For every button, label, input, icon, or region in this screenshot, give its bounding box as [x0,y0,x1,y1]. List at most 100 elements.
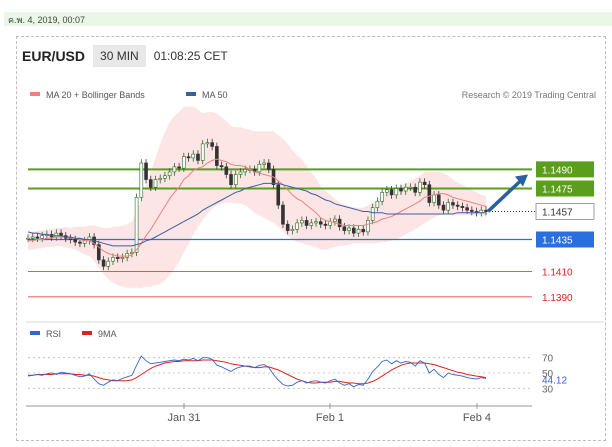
candle-body [432,194,436,203]
candle-body [333,218,337,222]
candle-body [304,220,309,226]
candle-body [172,166,177,173]
candle-body [290,229,295,231]
candle-body [224,166,229,175]
candle-body [40,235,44,239]
level-box-resistance [536,161,594,178]
level-label-target: 1.1390 [542,293,573,304]
candle-body [389,189,394,196]
candle-body [351,227,356,234]
rsi-ma-legend-swatch [82,331,92,335]
candle-body [257,163,262,173]
rsi-tick-label: 30 [542,384,554,395]
candle-body [262,162,266,165]
candle-body [366,220,370,233]
rsi-tick-label: 50 [542,369,554,380]
level-label-target: 1.1410 [542,267,573,278]
candle-body [134,197,139,253]
candle-body [158,178,163,180]
candle-body [54,232,59,238]
candle-body [30,236,35,239]
forecast-arrow-shaft [486,178,524,213]
candle-body [361,229,366,233]
forecast-arrow-head [515,174,528,187]
ma50-line [27,182,486,247]
chart-header: EUR/USD 30 MIN 01:08:25 CET [22,44,228,68]
rsi-legend-label: RSI [46,329,61,339]
level-label-resistance: 1.1490 [542,165,573,176]
candle-body [323,223,328,226]
candle-body [399,188,403,192]
candle-body [295,222,299,230]
candle-body [441,204,446,211]
candle-body [163,175,167,179]
candle-body [186,156,191,159]
candle-body [451,202,455,206]
candle-body [120,257,125,259]
candle-body [101,259,106,267]
candle-body [309,222,314,226]
candle-body [314,221,318,224]
clock-label: 01:08:25 CET [153,49,228,63]
candle-body [418,181,422,193]
credit-label: Research © 2019 Trading Central [462,90,596,100]
current-price-label: 1.1457 [542,207,573,218]
candle-body [26,237,30,240]
date-bar: ค.พ. 4, 2019, 00:07 [0,0,612,28]
candle-body [73,239,78,243]
ma20-legend-swatch [30,92,40,96]
candle-body [285,223,290,231]
candle-body [436,194,441,206]
candle-body [153,179,158,188]
candle-body [210,142,214,147]
ma50-legend-label: MA 50 [202,90,228,100]
candle-body [229,174,233,185]
date-label: ค.พ. 4, 2019, 00:07 [8,15,86,25]
candle-body [281,204,285,225]
candle-body [200,143,205,161]
x-tick-label: Feb 4 [463,412,491,424]
candle-body [470,209,474,212]
candle-body [455,204,460,207]
level-box-support [536,231,594,248]
rsi-current-label: 44.12 [542,376,567,387]
rsi-legend-swatch [30,331,40,335]
candle-body [196,153,200,161]
candle-body [267,162,271,170]
candle-body [356,229,361,234]
rsi-ma-line [28,359,487,385]
candle-body [446,202,451,211]
date-strip [4,12,612,26]
candle-body [375,200,380,208]
candle-body [427,184,432,203]
candle-body [215,146,219,166]
candle-body [394,188,399,196]
candle-body [219,165,224,168]
level-label-resistance: 1.1475 [542,185,573,196]
candle-body [337,218,342,228]
candle-body [276,184,281,206]
candle-body [403,186,408,192]
candle-body [385,189,389,193]
candle-body [111,257,115,262]
candle-body [177,166,181,169]
bollinger-bands [28,106,486,289]
ma20-line [28,158,487,257]
candle-body [238,171,243,175]
candle-body [167,171,172,177]
candle-body [380,192,384,202]
candle-body [35,236,40,239]
current-price-box [535,203,595,220]
candle-body [408,186,413,189]
candle-body [422,181,427,185]
candle-body [191,153,196,159]
x-tick-label: Feb 1 [316,412,344,424]
pair-label: EUR/USD [22,48,86,64]
candle-body [460,206,465,208]
candle-body [233,174,238,185]
candle-body [243,169,247,173]
candle-body [300,220,304,224]
timeframe-button[interactable]: 30 MIN [93,45,146,67]
candle-body [342,226,347,231]
candle-body [465,207,469,211]
